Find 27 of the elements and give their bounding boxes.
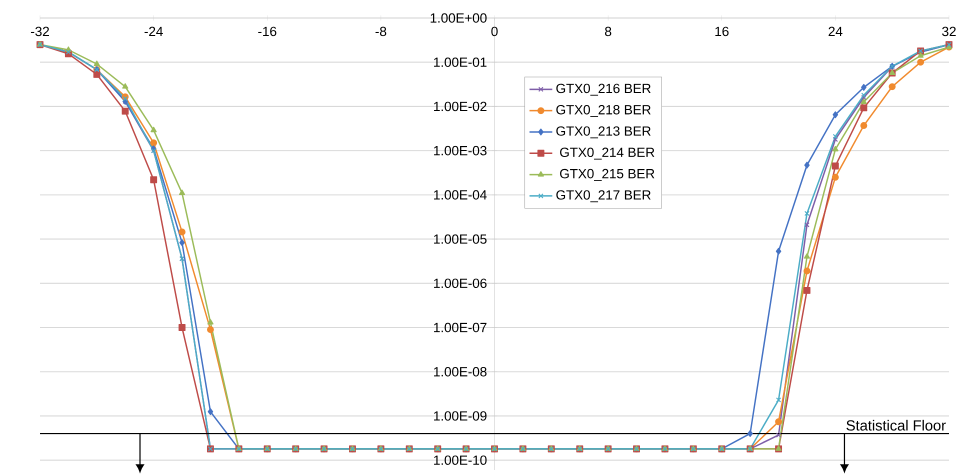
x-tick-label: 24	[828, 26, 842, 36]
y-tick-label: 1.00E-07	[434, 322, 486, 332]
ref-line-label: Statistical Floor	[846, 420, 946, 431]
y-tick-label: 1.00E-02	[434, 102, 486, 112]
x-tick-label: -16	[258, 26, 276, 36]
y-tick-label: 1.00E+00	[430, 13, 487, 23]
y-tick-label: 1.00E-10	[434, 455, 487, 465]
y-tick-label: 1.00E-09	[434, 411, 486, 421]
y-tick-label: 1.00E-08	[434, 367, 487, 376]
y-tick-label: 1.00E-06	[434, 278, 487, 288]
x-tick-label: 32	[942, 26, 956, 36]
legend-label: GTX0_215 BER	[560, 168, 654, 181]
legend-label: GTX0_213 BER	[556, 126, 651, 138]
x-tick-label: 8	[605, 26, 612, 36]
legend-label: GTX0_216 BER	[556, 84, 651, 96]
x-tick-label: -32	[30, 26, 49, 36]
legend-label: GTX0_217 BER	[556, 190, 651, 202]
x-tick-label: -24	[144, 26, 163, 36]
y-tick-label: 1.00E-01	[434, 58, 486, 67]
legend-label: GTX0_214 BER	[560, 148, 654, 160]
x-tick-label: 0	[491, 26, 498, 36]
y-tick-label: 1.00E-04	[434, 190, 487, 200]
x-tick-label: 16	[715, 26, 729, 36]
y-tick-label: 1.00E-05	[434, 234, 487, 244]
legend-label: GTX0_218 BER	[556, 105, 651, 117]
y-tick-label: 1.00E-03	[434, 146, 487, 156]
x-tick-label: -8	[376, 26, 386, 36]
